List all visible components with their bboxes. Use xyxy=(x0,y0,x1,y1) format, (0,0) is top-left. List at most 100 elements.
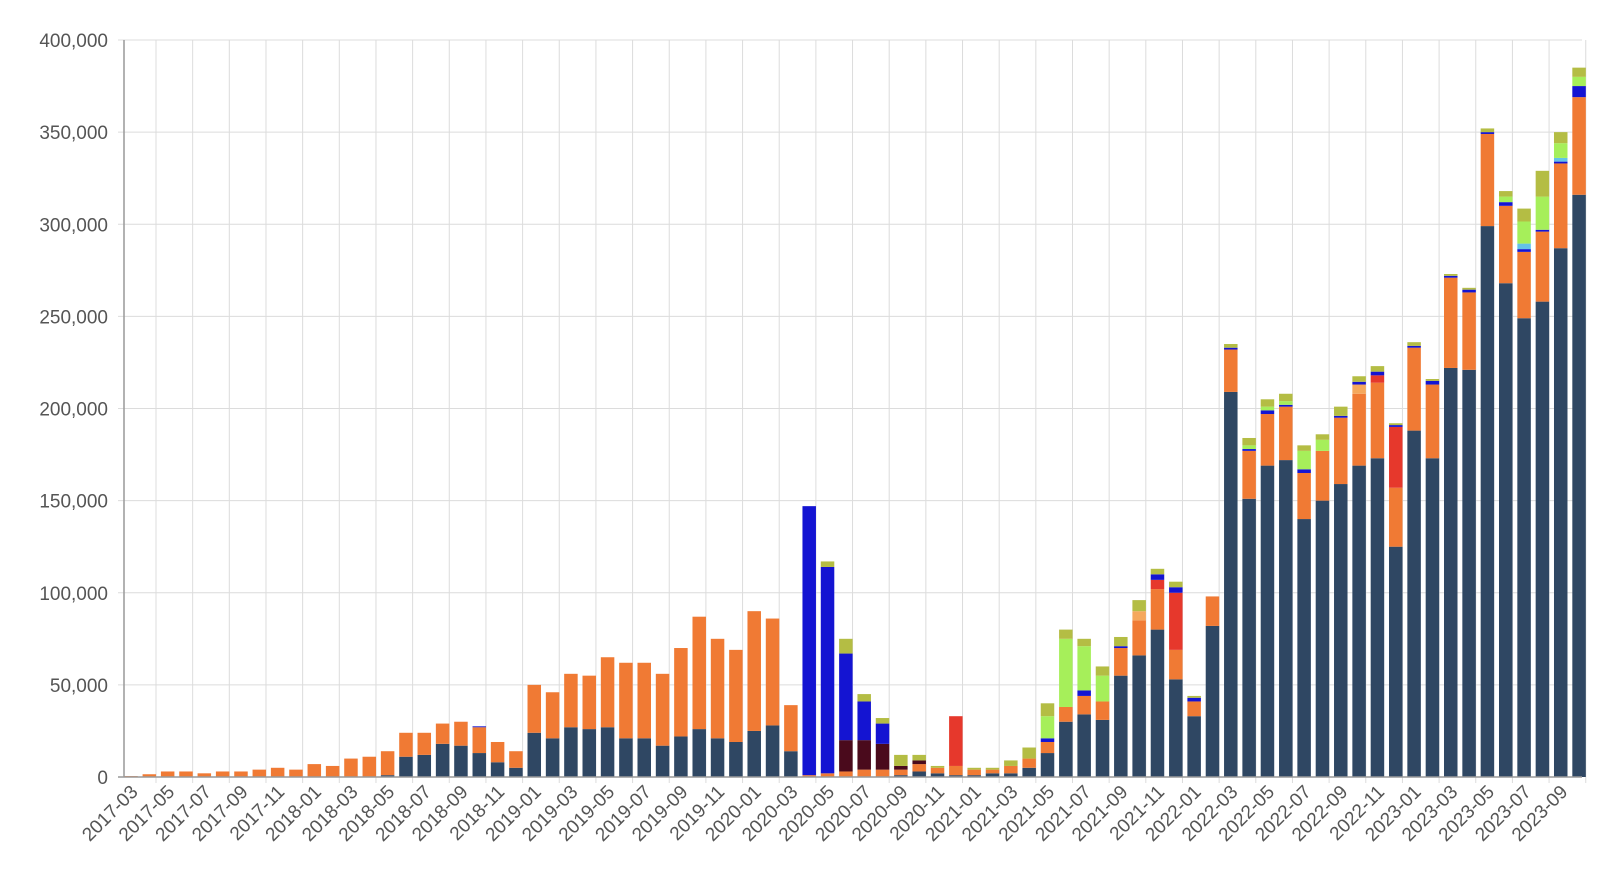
bar-segment-2021-12-s8 xyxy=(1169,581,1183,588)
bar-segment-2020-02-s0 xyxy=(765,725,780,777)
bar-segment-2022-05-s8 xyxy=(1260,399,1275,407)
bar-segment-2022-02-s1 xyxy=(1205,596,1220,626)
bar-segment-2023-03-s0 xyxy=(1444,367,1458,777)
bar-segment-2023-09-s1 xyxy=(1553,163,1568,249)
bar-segment-2023-03-s1 xyxy=(1444,277,1458,368)
bar-segment-2022-06-s1 xyxy=(1279,406,1293,461)
bar-segment-2023-06-s7 xyxy=(1499,196,1513,203)
bar-segment-2022-09-s5 xyxy=(1334,415,1348,418)
bar-segment-2022-11-s1 xyxy=(1370,382,1385,459)
bar-segment-2023-08-s0 xyxy=(1535,301,1550,777)
bar-segment-2022-04-s1 xyxy=(1242,450,1256,499)
bar-segment-2022-10-s8 xyxy=(1352,376,1366,382)
bar-segment-2020-08-s1 xyxy=(875,769,890,777)
bar-segment-2017-09-s1 xyxy=(234,771,248,777)
bar-segment-2020-10-s4 xyxy=(912,760,926,765)
bar-segment-2020-12-s1 xyxy=(949,765,963,776)
bar-segment-2021-05-s5 xyxy=(1040,738,1055,742)
bar-segment-2020-03-s0 xyxy=(784,751,798,777)
bar-segment-2023-01-s1 xyxy=(1407,347,1421,431)
bar-segment-2022-03-s5 xyxy=(1224,347,1238,350)
bar-segment-2022-07-s5 xyxy=(1297,469,1311,473)
bar-segment-2022-02-s0 xyxy=(1205,625,1220,777)
bar-segment-2023-01-s0 xyxy=(1407,430,1421,777)
bar-segment-2020-09-s0 xyxy=(894,775,908,777)
bar-segment-2020-09-s8 xyxy=(894,754,908,766)
bar-segment-2021-12-s5 xyxy=(1169,587,1183,593)
bar-segment-2021-01-s1 xyxy=(967,769,981,776)
bar-segment-2022-10-s5 xyxy=(1352,381,1366,385)
bar-segment-2021-03-s8 xyxy=(1004,760,1018,766)
bar-segment-2023-10-s7 xyxy=(1572,76,1586,87)
bar-segment-2020-10-s0 xyxy=(912,771,926,777)
bar-segment-2022-08-s0 xyxy=(1315,500,1330,778)
bar-segment-2018-05-s0 xyxy=(380,775,395,777)
y-tick-label: 50,000 xyxy=(50,676,108,697)
bar-segment-2023-10-s1 xyxy=(1572,97,1586,195)
bar-segment-2018-02-s1 xyxy=(325,765,340,777)
bar-segment-2021-06-s1 xyxy=(1059,706,1073,722)
y-tick-label: 200,000 xyxy=(39,400,108,421)
bar-segment-2021-05-s0 xyxy=(1040,753,1055,777)
bar-segment-2023-04-s0 xyxy=(1462,369,1476,777)
bar-segment-2017-11-s1 xyxy=(270,767,285,777)
bar-segment-2019-09-s0 xyxy=(674,736,688,777)
bar-segment-2020-07-s1 xyxy=(857,769,871,777)
bar-segment-2023-03-s8 xyxy=(1444,274,1458,276)
bar-segment-2023-06-s8 xyxy=(1499,191,1513,197)
y-tick-label: 0 xyxy=(97,768,108,789)
bar-segment-2022-01-s8 xyxy=(1187,695,1201,698)
bar-segment-2021-07-s5 xyxy=(1077,690,1091,696)
bar-segment-2022-11-s3 xyxy=(1370,375,1385,383)
bar-segment-2018-11-s1 xyxy=(490,741,505,763)
bar-segment-2021-03-s1 xyxy=(1004,765,1018,774)
bar-segment-2019-09-s1 xyxy=(674,648,688,737)
bar-segment-2023-02-s0 xyxy=(1425,458,1440,777)
y-tick-label: 100,000 xyxy=(39,584,108,605)
bar-segment-2019-02-s1 xyxy=(545,692,560,739)
bar-segment-2021-06-s7 xyxy=(1059,638,1073,707)
bar-segment-2023-04-s5 xyxy=(1462,289,1476,293)
bar-segment-2020-09-s1 xyxy=(894,769,908,776)
bar-segment-2020-11-s1 xyxy=(930,767,945,774)
bar-segment-2017-12-s1 xyxy=(289,769,303,777)
bar-segment-2020-03-s1 xyxy=(784,705,798,752)
bar-segment-2018-01-s1 xyxy=(307,764,322,777)
bar-segment-2023-07-s0 xyxy=(1517,318,1531,777)
bar-segment-2023-01-s8 xyxy=(1407,342,1421,346)
bar-segment-2022-07-s7 xyxy=(1297,450,1311,470)
bar-segment-2022-05-s7 xyxy=(1260,406,1275,411)
bar-segment-2019-07-s0 xyxy=(637,738,651,777)
bar-segment-2023-09-s5 xyxy=(1553,161,1568,164)
bar-segment-2023-07-s6 xyxy=(1517,243,1531,250)
bar-segment-2021-04-s8 xyxy=(1022,747,1036,759)
bar-segment-2018-10-s0 xyxy=(472,753,487,777)
bar-segment-2020-10-s1 xyxy=(912,764,926,772)
bar-segment-2018-09-s1 xyxy=(454,721,468,746)
bar-segment-2022-10-s0 xyxy=(1352,465,1366,777)
bar-segment-2022-07-s8 xyxy=(1297,445,1311,451)
bar-segment-2020-11-s0 xyxy=(930,773,945,777)
bar-segment-2023-07-s7 xyxy=(1517,221,1531,244)
bar-segment-2022-03-s0 xyxy=(1224,391,1238,777)
bar-segment-2019-06-s1 xyxy=(619,662,633,739)
bar-segment-2021-10-s8 xyxy=(1132,600,1146,612)
bar-segment-2022-06-s5 xyxy=(1279,404,1293,407)
bar-segment-2019-12-s0 xyxy=(729,741,743,777)
bar-segment-2021-08-s1 xyxy=(1095,701,1110,720)
bar-segment-2020-06-s4 xyxy=(839,740,853,772)
bar-segment-2021-11-s3 xyxy=(1150,579,1165,590)
bar-segment-2017-05-s1 xyxy=(160,771,175,777)
bar-segment-2019-03-s0 xyxy=(564,727,578,777)
bar-segment-2021-09-s5 xyxy=(1114,646,1128,649)
bar-segment-2019-10-s0 xyxy=(692,729,706,777)
bar-segment-2020-08-s4 xyxy=(875,743,890,770)
bar-segment-2022-04-s0 xyxy=(1242,498,1256,777)
bar-segment-2022-05-s5 xyxy=(1260,410,1275,415)
bar-segment-2019-11-s1 xyxy=(710,638,725,739)
bar-segment-2022-10-s2 xyxy=(1352,384,1366,394)
bar-segment-2022-12-s0 xyxy=(1389,546,1403,777)
bar-segment-2019-10-s1 xyxy=(692,616,706,730)
bar-segment-2021-01-s0 xyxy=(967,775,981,777)
bar-segment-2019-06-s0 xyxy=(619,738,633,777)
